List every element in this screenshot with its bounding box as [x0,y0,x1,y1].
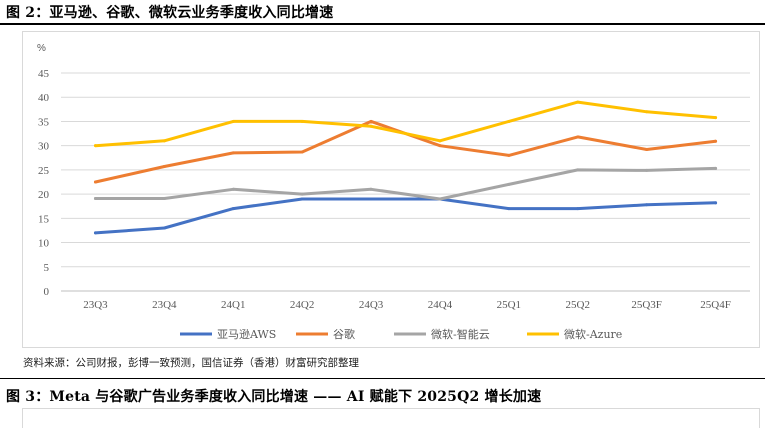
top-rule [0,23,765,25]
series-line-4 [94,100,718,148]
series-2-point [714,139,718,143]
y-tick-label: 5 [44,262,50,274]
series-4-point [576,100,580,104]
line-chart: % 0 5 10 15 20 25 30 35 40 45 23Q3 23Q4 24Q1 24Q2 24Q3 2… [37,43,750,341]
series-4-point [93,144,97,148]
series-line-2 [94,119,718,184]
series-1-point [369,197,373,201]
x-tick-label: 25Q2 [566,299,590,311]
series-2-point [576,135,580,139]
series-1-point [645,203,649,207]
series-4-point [645,110,649,114]
series-2-point [162,164,166,168]
figure-title: 图 2：亚马逊、谷歌、微软云业务季度收入同比增速 [6,5,334,21]
y-tick-label: 25 [38,165,50,177]
series-4-point [369,124,373,128]
series-4-point [714,116,718,120]
series-3-point [93,196,97,200]
series-4-point [507,119,511,123]
legend-label: 谷歌 [333,327,355,341]
y-tick-label: 35 [38,116,50,128]
x-tick-label: 24Q1 [221,299,245,311]
y-axis-unit-label: % [37,43,46,54]
series-2-point [300,150,304,154]
series-3-point [507,182,511,186]
series-3-point [645,168,649,172]
series-3-point [714,166,718,170]
series-line-1 [94,197,718,235]
x-tick-label: 24Q3 [359,299,384,311]
series-1-point [93,231,97,235]
next-chart-container [22,408,760,428]
y-tick-label: 15 [38,213,50,225]
legend-label: 微软-Azure [564,327,622,341]
x-tick-label: 23Q4 [152,299,177,311]
series-3-point [369,187,373,191]
y-tick-label: 40 [38,92,50,104]
x-tick-label: 23Q3 [83,299,108,311]
series-2-point [231,151,235,155]
x-tick-label: 24Q2 [290,299,314,311]
y-tick-label: 0 [44,286,50,298]
series-1-point [576,207,580,211]
next-figure-title: 图 3：Meta 与谷歌广告业务季度收入同比增速 —— AI 赋能下 2025Q… [6,389,542,405]
x-tick-label: 25Q3F [631,299,662,311]
series-3-point [576,168,580,172]
series-2-point [645,148,649,152]
series-1-point [231,207,235,211]
series-1-point [507,207,511,211]
legend-label: 微软-智能云 [431,327,490,341]
series-1-point [300,197,304,201]
series-3-point [438,197,442,201]
series-line-3 [94,166,718,201]
x-tick-label: 25Q1 [497,299,521,311]
series-1-point [162,226,166,230]
series-2-point [438,144,442,148]
x-tick-label: 24Q4 [428,299,453,311]
series-3-point [300,192,304,196]
series-2-point [93,180,97,184]
y-tick-label: 10 [38,238,50,250]
x-tick-label: 25Q4F [700,299,731,311]
series-3-point [162,196,166,200]
y-tick-label: 20 [38,189,50,201]
series-4-point [162,139,166,143]
middle-rule [0,378,765,379]
series-1-point [714,201,718,205]
series-4-point [231,119,235,123]
legend-label: 亚马逊AWS [217,328,276,341]
y-tick-label: 45 [38,68,50,80]
source-note: 资料来源：公司财报，彭博一致预测，国信证券（香港）财富研究部整理 [23,357,359,369]
series-3-point [231,187,235,191]
chart-container: % 0 5 10 15 20 25 30 35 40 45 23Q3 23Q4 24Q1 24Q2 24Q3 2… [22,31,760,348]
y-tick-label: 30 [38,141,50,153]
series-2-point [507,153,511,157]
series-4-point [438,139,442,143]
series-2-point [369,119,373,123]
series-4-point [300,119,304,123]
